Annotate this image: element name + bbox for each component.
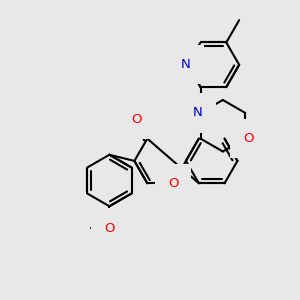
Text: O: O	[104, 222, 115, 235]
Text: O: O	[168, 177, 178, 190]
Text: O: O	[131, 113, 142, 126]
Text: N: N	[193, 106, 202, 119]
Text: N: N	[181, 58, 190, 71]
Text: O: O	[243, 132, 254, 145]
